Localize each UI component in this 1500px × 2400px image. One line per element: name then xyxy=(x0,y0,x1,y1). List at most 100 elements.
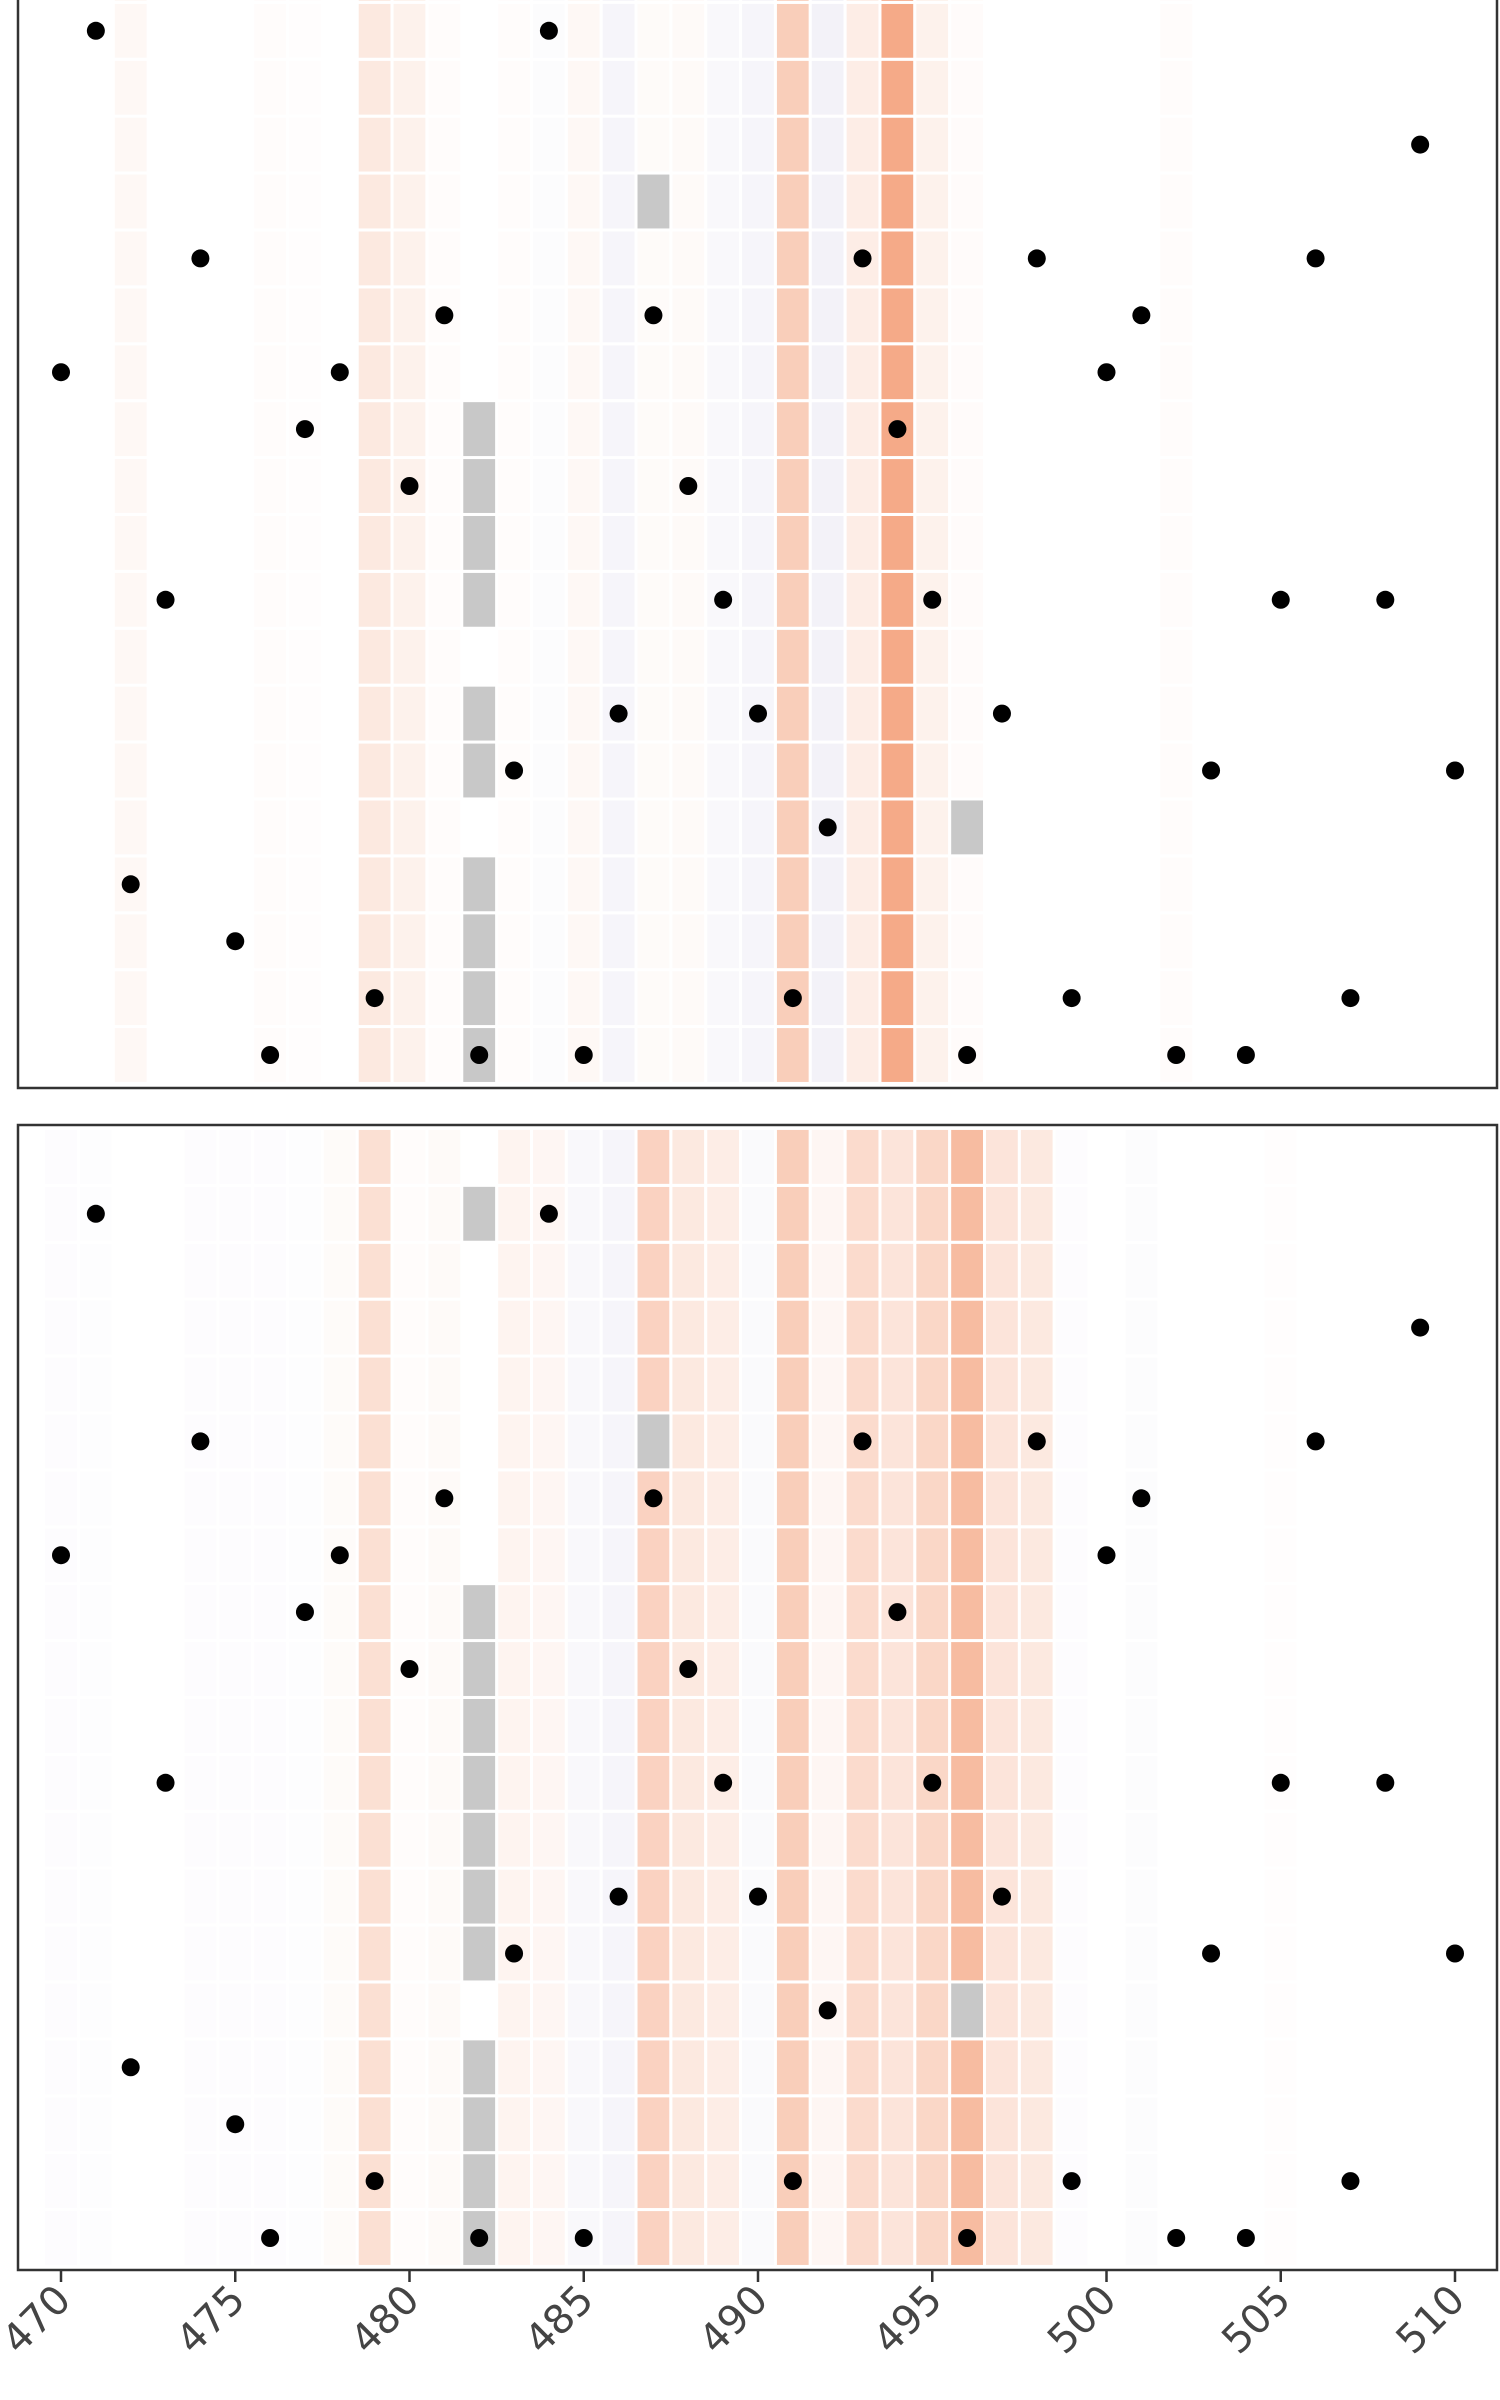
heatmap-cell xyxy=(1261,1411,1300,1472)
marker-dot xyxy=(156,590,175,609)
heatmap-cell xyxy=(495,569,533,630)
heatmap-cell xyxy=(355,854,394,915)
heatmap-cell xyxy=(390,683,429,744)
heatmap-cell xyxy=(42,1411,80,1472)
heatmap-cell xyxy=(355,171,394,232)
heatmap-cell xyxy=(808,1297,847,1358)
heatmap-cell xyxy=(355,683,394,744)
heatmap-cell xyxy=(669,1809,708,1870)
heatmap-cell xyxy=(913,285,952,346)
heatmap-cell xyxy=(808,854,847,915)
heatmap-cell xyxy=(599,512,638,573)
heatmap-cell xyxy=(1122,1240,1161,1301)
heatmap-cell xyxy=(320,1809,359,1870)
marker-dot xyxy=(923,590,942,609)
heatmap-cell xyxy=(1017,1297,1056,1358)
heatmap-cell xyxy=(425,1126,464,1187)
heatmap-cell xyxy=(181,2094,220,2155)
heatmap-cell xyxy=(843,512,882,573)
heatmap-cell xyxy=(773,456,812,516)
heatmap-cell xyxy=(773,1752,812,1813)
heatmap-cell xyxy=(669,626,708,687)
heatmap-cell xyxy=(564,2151,603,2212)
heatmap-cell xyxy=(808,1025,847,1085)
heatmap-cell xyxy=(564,2094,603,2155)
heatmap-cell xyxy=(495,1525,533,1586)
heatmap-cell xyxy=(948,1183,987,1244)
marker-dot xyxy=(226,932,245,951)
heatmap-cell xyxy=(320,1866,359,1927)
heatmap-cell xyxy=(251,1752,290,1813)
heatmap-cell xyxy=(913,797,952,858)
heatmap-cell xyxy=(634,1923,673,1984)
heatmap-cell xyxy=(878,1297,917,1358)
heatmap-cell xyxy=(390,911,429,972)
heatmap-cell xyxy=(913,228,952,289)
heatmap-cell xyxy=(913,1354,952,1415)
marker-dot xyxy=(853,1432,872,1451)
heatmap-cell xyxy=(425,2094,464,2155)
marker-dot xyxy=(1167,1046,1186,1064)
heatmap-cell xyxy=(669,1025,708,1085)
heatmap-cell xyxy=(599,626,638,687)
heatmap-cell xyxy=(1017,1639,1056,1699)
heatmap-cell xyxy=(320,1240,359,1301)
marker-dot xyxy=(1062,2172,1081,2191)
heatmap-cell xyxy=(1017,1468,1056,1529)
heatmap-cell xyxy=(843,57,882,118)
heatmap-cell xyxy=(1017,2208,1056,2268)
heatmap-cell xyxy=(425,2151,464,2212)
heatmap-cell xyxy=(913,2037,952,2098)
heatmap-cell xyxy=(808,1240,847,1301)
heatmap-cell xyxy=(808,1525,847,1586)
heatmap-cell xyxy=(808,2208,847,2268)
heatmap-cell xyxy=(564,1468,603,1529)
heatmap-cell xyxy=(355,512,394,573)
heatmap-cell xyxy=(669,854,708,915)
heatmap-cell xyxy=(773,512,812,573)
heatmap-cell xyxy=(42,1126,80,1187)
heatmap-cell xyxy=(808,1183,847,1244)
heatmap-cell xyxy=(286,1980,324,2041)
heatmap-cell xyxy=(1052,1297,1091,1358)
heatmap-cell xyxy=(286,911,324,972)
heatmap-cell xyxy=(425,2037,464,2098)
heatmap-cell xyxy=(355,1582,394,1643)
heatmap-cell xyxy=(286,2208,324,2268)
heatmap-cell xyxy=(948,1923,987,1984)
heatmap-cell xyxy=(42,1468,80,1529)
heatmap-cell xyxy=(843,1525,882,1586)
heatmap-cell xyxy=(948,1468,987,1529)
heatmap-cell xyxy=(1261,2151,1300,2212)
heatmap-cell xyxy=(1157,512,1196,573)
heatmap-cell xyxy=(704,1695,743,1756)
heatmap-cell xyxy=(425,1752,464,1813)
heatmap-cell xyxy=(948,626,987,687)
heatmap-cell xyxy=(425,569,464,630)
heatmap-cell xyxy=(1052,2208,1091,2268)
marker-dot xyxy=(52,363,70,382)
heatmap-cell xyxy=(1052,1240,1091,1301)
bottom-panel xyxy=(16,1123,1499,2272)
heatmap-cell xyxy=(983,1923,1021,1984)
heatmap-cell xyxy=(1052,1354,1091,1415)
heatmap-cell xyxy=(425,1525,464,1586)
heatmap-cell xyxy=(495,1411,533,1472)
missing-cell xyxy=(460,2151,499,2212)
heatmap-cell xyxy=(739,1582,777,1643)
heatmap-cell xyxy=(286,1695,324,1756)
heatmap-cell xyxy=(425,1183,464,1244)
heatmap-cell xyxy=(251,1980,290,2041)
heatmap-cell xyxy=(634,2094,673,2155)
heatmap-cell xyxy=(739,399,777,460)
heatmap-cell xyxy=(564,1297,603,1358)
heatmap-cell xyxy=(42,1866,80,1927)
heatmap-cell xyxy=(1261,2037,1300,2098)
heatmap-cell xyxy=(913,1411,952,1472)
heatmap-cell xyxy=(495,1126,533,1187)
heatmap-cell xyxy=(216,1240,255,1301)
heatmap-cell xyxy=(529,456,568,516)
heatmap-cell xyxy=(251,1126,290,1187)
heatmap-cell xyxy=(251,569,290,630)
heatmap-cell xyxy=(913,626,952,687)
